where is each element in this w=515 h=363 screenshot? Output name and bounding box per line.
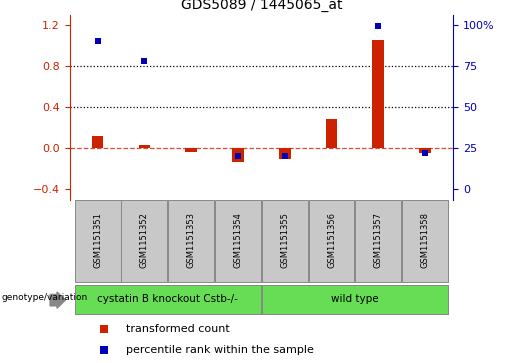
Bar [402,200,448,282]
Bar [75,200,121,282]
Bar [355,200,401,282]
Title: GDS5089 / 1445065_at: GDS5089 / 1445065_at [181,0,342,12]
Bar [139,145,150,148]
Bar [215,200,261,282]
Bar [419,148,431,154]
Bar [325,119,337,148]
Bar [122,200,167,282]
Bar [92,136,104,148]
FancyArrow shape [50,292,65,308]
Bar [262,285,448,314]
Text: GSM1151354: GSM1151354 [233,212,243,268]
Text: GSM1151357: GSM1151357 [374,212,383,268]
Bar [185,148,197,152]
Bar [279,148,290,159]
Text: GSM1151351: GSM1151351 [93,212,102,268]
Bar [168,200,214,282]
Bar [262,200,307,282]
Bar [308,200,354,282]
Text: percentile rank within the sample: percentile rank within the sample [126,345,314,355]
Bar [75,285,261,314]
Text: transformed count: transformed count [126,324,230,334]
Text: wild type: wild type [331,294,379,304]
Bar [232,148,244,162]
Text: GSM1151352: GSM1151352 [140,212,149,268]
Bar [372,40,384,148]
Text: genotype/variation: genotype/variation [2,293,88,302]
Text: GSM1151356: GSM1151356 [327,212,336,268]
Text: GSM1151355: GSM1151355 [280,212,289,268]
Text: cystatin B knockout Cstb-/-: cystatin B knockout Cstb-/- [97,294,238,304]
Text: GSM1151353: GSM1151353 [186,212,196,268]
Text: GSM1151358: GSM1151358 [421,212,430,268]
